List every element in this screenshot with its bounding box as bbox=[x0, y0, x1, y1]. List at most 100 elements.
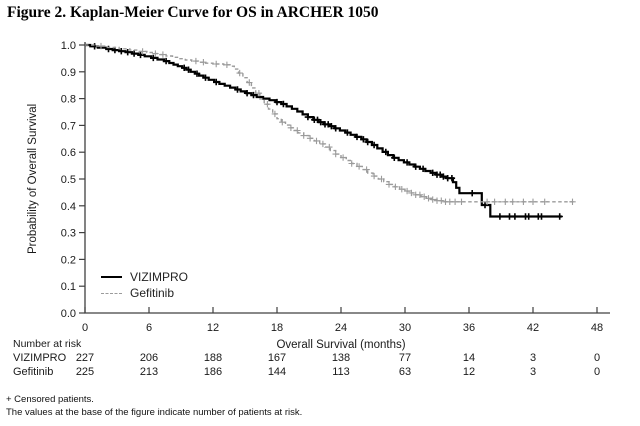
censor-plus-icon bbox=[391, 154, 398, 161]
censor-plus-icon bbox=[408, 189, 415, 197]
at-risk-count: 188 bbox=[204, 352, 222, 364]
at-risk-row-label-gefitinib: Gefitinib bbox=[13, 366, 54, 378]
censor-plus-icon bbox=[556, 213, 563, 220]
censor-plus-icon bbox=[353, 133, 361, 141]
censor-plus-icon bbox=[520, 198, 527, 205]
at-risk-count: 3 bbox=[530, 352, 536, 364]
censor-plus-icon bbox=[506, 213, 513, 220]
at-risk-count: 14 bbox=[463, 352, 475, 364]
footnote-censored: + Censored patients. bbox=[6, 394, 94, 405]
censor-plus-icon bbox=[385, 181, 393, 188]
censor-plus-icon bbox=[181, 64, 188, 71]
at-risk-count: 138 bbox=[332, 352, 350, 364]
y-tick-label: 0.9 bbox=[61, 67, 76, 79]
censor-plus-icon bbox=[319, 140, 327, 148]
at-risk-count: 227 bbox=[76, 352, 94, 364]
x-axis-title: Overall Survival (months) bbox=[276, 339, 406, 351]
legend-label: Gefitinib bbox=[130, 286, 175, 300]
x-tick-label: 36 bbox=[463, 322, 475, 334]
censor-plus-icon bbox=[348, 160, 355, 167]
legend: VIZIMPRO Gefitinib bbox=[101, 269, 188, 301]
censor-plus-icon bbox=[483, 198, 491, 205]
at-risk-count: 213 bbox=[140, 366, 158, 378]
censor-plus-icon bbox=[313, 137, 320, 145]
y-tick-label: 0.1 bbox=[61, 281, 76, 293]
legend-item-gefitinib: Gefitinib bbox=[101, 285, 188, 301]
censor-plus-icon bbox=[525, 213, 532, 220]
censor-plus-icon bbox=[223, 61, 231, 68]
censor-plus-icon bbox=[287, 124, 295, 131]
censor-plus-icon bbox=[97, 42, 105, 50]
censor-plus-icon bbox=[317, 119, 324, 126]
censor-plus-icon bbox=[213, 78, 220, 86]
censor-plus-icon bbox=[429, 196, 436, 203]
censor-plus-icon bbox=[213, 60, 220, 68]
at-risk-count: 63 bbox=[399, 366, 411, 378]
censor-plus-icon bbox=[202, 74, 209, 81]
censor-plus-icon bbox=[469, 190, 476, 197]
censor-plus-icon bbox=[130, 50, 138, 57]
at-risk-count: 3 bbox=[530, 366, 536, 378]
at-risk-count: 0 bbox=[594, 366, 600, 378]
censor-plus-icon bbox=[541, 198, 548, 205]
censor-plus-icon bbox=[255, 90, 263, 97]
y-tick-label: 1.0 bbox=[61, 40, 76, 52]
censor-plus-icon bbox=[306, 135, 314, 142]
censor-plus-icon bbox=[403, 159, 411, 166]
censor-plus-icon bbox=[370, 172, 378, 180]
censor-plus-icon bbox=[200, 59, 207, 66]
legend-item-vizimpro: VIZIMPRO bbox=[101, 269, 188, 285]
censor-plus-icon bbox=[328, 123, 335, 130]
censor-plus-icon bbox=[139, 48, 146, 55]
censor-plus-icon bbox=[339, 154, 347, 161]
censor-plus-icon bbox=[124, 49, 131, 56]
censor-plus-icon bbox=[398, 186, 405, 193]
censor-plus-icon bbox=[538, 213, 545, 220]
censor-plus-icon bbox=[364, 138, 371, 146]
solid-line-icon bbox=[101, 276, 122, 278]
dashed-line-icon bbox=[101, 292, 122, 294]
censor-plus-icon bbox=[438, 197, 445, 204]
censor-plus-icon bbox=[264, 101, 271, 108]
censor-plus-icon bbox=[392, 183, 399, 190]
y-tick-label: 0.2 bbox=[61, 254, 76, 266]
at-risk-count: 144 bbox=[268, 366, 286, 378]
censor-plus-icon bbox=[569, 198, 576, 205]
censor-plus-icon bbox=[529, 198, 537, 205]
x-tick-label: 6 bbox=[146, 322, 152, 334]
censor-plus-icon bbox=[118, 48, 125, 55]
at-risk-count: 113 bbox=[332, 366, 350, 378]
survival-curve-vizimpro bbox=[85, 43, 562, 218]
x-tick-label: 24 bbox=[335, 322, 347, 334]
y-tick-label: 0.5 bbox=[61, 174, 76, 186]
censor-plus-icon bbox=[511, 213, 519, 220]
censor-plus-icon bbox=[250, 91, 257, 99]
y-tick-label: 0.3 bbox=[61, 228, 76, 240]
censor-plus-icon bbox=[355, 163, 363, 170]
y-tick-label: 0.8 bbox=[61, 94, 76, 106]
censor-plus-icon bbox=[425, 195, 432, 202]
censor-plus-icon bbox=[294, 127, 301, 134]
at-risk-count: 186 bbox=[204, 366, 222, 378]
censor-plus-icon bbox=[304, 113, 312, 121]
censor-plus-icon bbox=[509, 198, 516, 205]
censor-plus-icon bbox=[280, 100, 287, 108]
censor-plus-icon bbox=[382, 148, 389, 156]
censor-plus-icon bbox=[193, 70, 201, 77]
censor-plus-icon bbox=[363, 166, 370, 173]
censor-plus-icon bbox=[440, 173, 447, 180]
censor-plus-icon bbox=[502, 198, 509, 205]
y-tick-label: 0.4 bbox=[61, 201, 76, 213]
at-risk-count: 77 bbox=[399, 352, 411, 364]
censor-plus-icon bbox=[370, 141, 378, 149]
censor-plus-icon bbox=[429, 169, 436, 176]
censor-plus-icon bbox=[300, 132, 307, 139]
censor-plus-icon bbox=[326, 143, 333, 151]
figure-title: Figure 2. Kaplan-Meier Curve for OS in A… bbox=[7, 4, 379, 21]
censor-plus-icon bbox=[152, 50, 159, 57]
censor-plus-icon bbox=[185, 66, 192, 73]
censor-plus-icon bbox=[236, 69, 243, 77]
at-risk-count: 206 bbox=[140, 352, 158, 364]
